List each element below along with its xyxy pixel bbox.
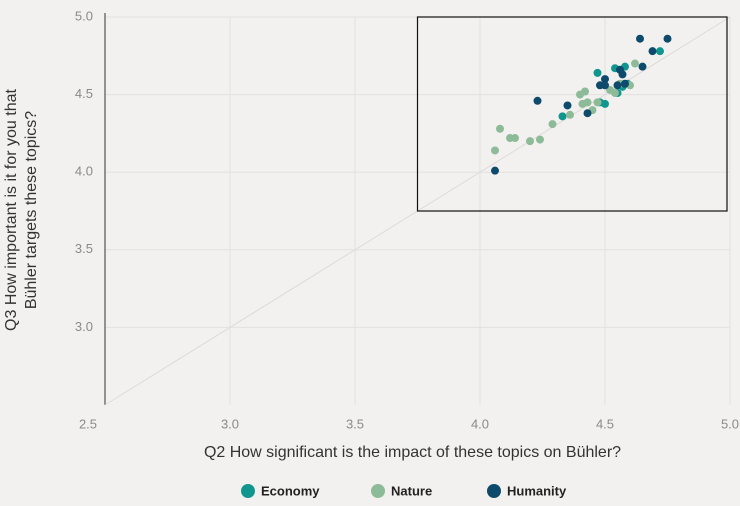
point <box>583 109 592 118</box>
point <box>663 34 672 43</box>
point <box>581 87 589 96</box>
x-tick-label: 3.0 <box>221 416 239 431</box>
y-tick-label: 3.0 <box>75 319 93 334</box>
point <box>593 68 602 77</box>
point <box>611 89 619 98</box>
y-tick-label: 3.5 <box>75 241 93 256</box>
point <box>638 62 647 71</box>
legend-label: Economy <box>261 483 320 498</box>
point <box>526 137 534 146</box>
point <box>613 81 622 90</box>
legend-swatch <box>241 484 255 498</box>
y-axis-title: Bühler targets these topics? <box>23 111 40 309</box>
x-tick-label: 5.0 <box>721 416 739 431</box>
y-axis-title: Q3 How important is it for you that <box>3 89 20 331</box>
point <box>583 98 592 107</box>
point <box>491 166 499 175</box>
point <box>656 47 664 56</box>
point <box>558 112 567 121</box>
x-tick-label: 2.5 <box>79 416 97 431</box>
x-axis-title: Q2 How significant is the impact of thes… <box>204 444 621 461</box>
point <box>511 134 519 143</box>
x-tick-label: 4.0 <box>471 416 489 431</box>
x-tick-label: 4.5 <box>596 416 614 431</box>
legend-label: Humanity <box>507 483 567 498</box>
y-tick-label: 5.0 <box>75 8 93 23</box>
point <box>631 59 639 68</box>
point <box>533 96 542 105</box>
point <box>621 79 629 88</box>
point <box>601 75 609 84</box>
point <box>648 47 657 56</box>
y-tick-label: 4.0 <box>75 164 93 179</box>
point <box>548 120 557 129</box>
point <box>536 135 544 144</box>
legend-label: Nature <box>391 483 432 498</box>
point <box>566 110 574 119</box>
y-tick-label: 4.5 <box>75 86 93 101</box>
point <box>618 70 627 79</box>
point <box>636 34 644 43</box>
legend-swatch <box>487 484 501 498</box>
highlight-box <box>416 16 728 212</box>
point <box>491 146 499 155</box>
point <box>563 101 572 110</box>
legend-swatch <box>371 484 385 498</box>
x-tick-label: 3.5 <box>346 416 364 431</box>
point <box>601 81 609 90</box>
point <box>593 98 602 107</box>
point <box>496 124 504 133</box>
